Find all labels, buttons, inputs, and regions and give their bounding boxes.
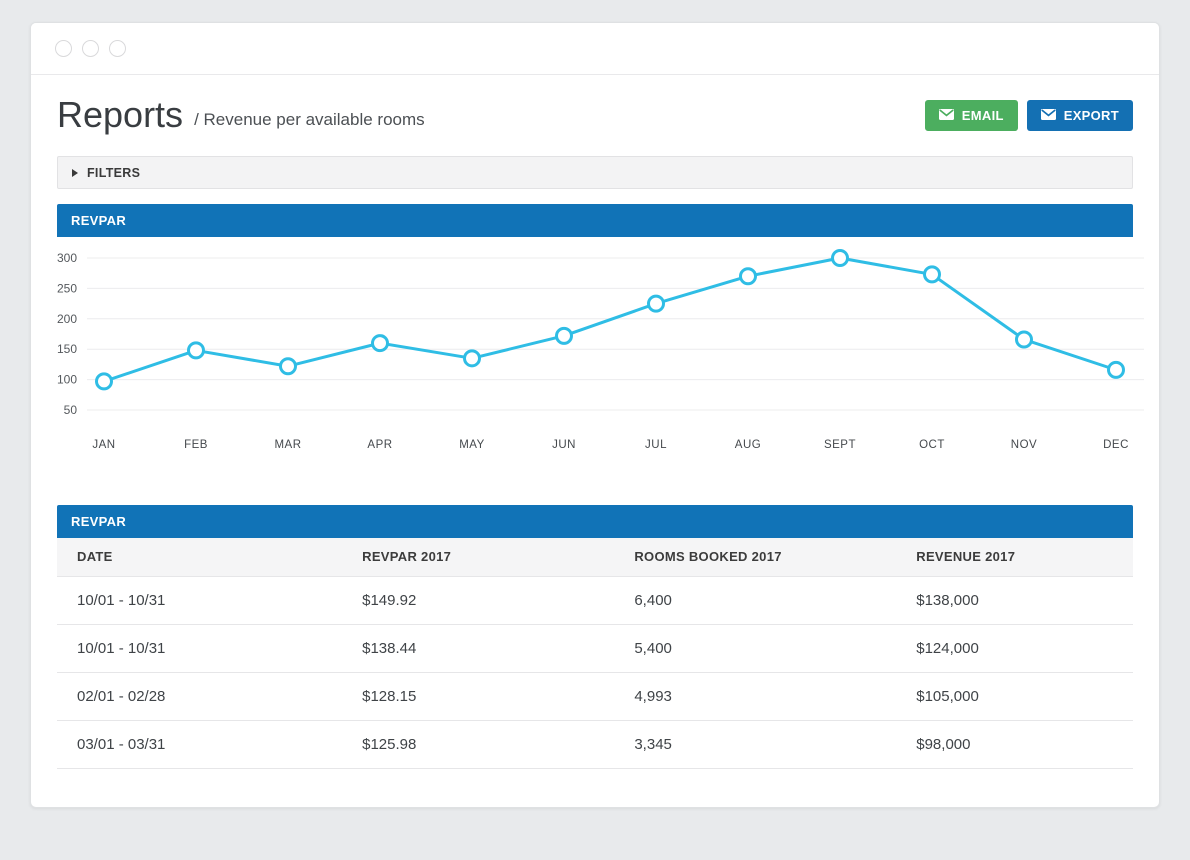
envelope-icon (1041, 108, 1056, 123)
app-window: Reports / Revenue per available rooms EM… (30, 22, 1160, 808)
revpar-line-chart: 300 250 200 150 100 50 JAN FEB MAR APR MAY JUN JUL AU… (57, 244, 1144, 459)
table-cell: $105,000 (896, 672, 1133, 720)
email-button-label: EMAIL (962, 108, 1004, 123)
table-cell: $149.92 (342, 576, 614, 624)
window-control-2[interactable] (82, 40, 99, 57)
table-row: 03/01 - 03/31$125.983,345$98,000 (57, 720, 1133, 768)
table-panel-title: REVPAR (71, 514, 126, 529)
table-cell: $138,000 (896, 576, 1133, 624)
column-header-revpar: REVPAR 2017 (342, 538, 614, 576)
page-header: Reports / Revenue per available rooms EM… (57, 75, 1133, 156)
column-header-rooms-booked: ROOMS BOOKED 2017 (614, 538, 896, 576)
window-control-1[interactable] (55, 40, 72, 57)
table-row: 02/01 - 02/28$128.154,993$105,000 (57, 672, 1133, 720)
table-cell: 6,400 (614, 576, 896, 624)
filters-toggle[interactable]: FILTERS (57, 156, 1133, 189)
table-cell: $124,000 (896, 624, 1133, 672)
breadcrumb: / Revenue per available rooms (194, 100, 425, 130)
table-body: 10/01 - 10/31$149.926,400$138,00010/01 -… (57, 576, 1133, 768)
table-row: 10/01 - 10/31$138.445,400$124,000 (57, 624, 1133, 672)
x-tick-label: AUG (735, 439, 761, 451)
filters-label: FILTERS (87, 166, 140, 180)
page-title: Reports (57, 94, 183, 136)
revpar-chart-panel: REVPAR 300 250 200 150 100 50 JAN FEB MAR APR MAY J… (57, 204, 1133, 459)
x-tick-label: DEC (1103, 439, 1129, 451)
data-point (741, 269, 756, 284)
x-tick-label: JUN (552, 439, 576, 451)
table-cell: $128.15 (342, 672, 614, 720)
data-point (97, 374, 112, 389)
table-header-row: DATE REVPAR 2017 ROOMS BOOKED 2017 REVEN… (57, 538, 1133, 576)
window-titlebar (31, 23, 1159, 75)
table-cell: 10/01 - 10/31 (57, 624, 342, 672)
chart-line (104, 258, 1116, 381)
revpar-table: DATE REVPAR 2017 ROOMS BOOKED 2017 REVEN… (57, 538, 1133, 769)
export-button-label: EXPORT (1064, 108, 1119, 123)
export-button[interactable]: EXPORT (1027, 100, 1133, 131)
window-control-3[interactable] (109, 40, 126, 57)
table-cell: 5,400 (614, 624, 896, 672)
email-button[interactable]: EMAIL (925, 100, 1018, 131)
y-tick-label: 50 (64, 403, 78, 417)
data-point (465, 351, 480, 366)
table-cell: $125.98 (342, 720, 614, 768)
x-tick-label: SEPT (824, 439, 856, 451)
table-cell: $98,000 (896, 720, 1133, 768)
table-cell: 10/01 - 10/31 (57, 576, 342, 624)
y-tick-label: 250 (57, 281, 77, 295)
header-buttons: EMAIL EXPORT (925, 100, 1133, 131)
data-point (1109, 362, 1124, 377)
x-tick-label: NOV (1011, 439, 1037, 451)
table-cell: 03/01 - 03/31 (57, 720, 342, 768)
y-tick-label: 100 (57, 373, 77, 387)
chart-panel-title: REVPAR (71, 213, 126, 228)
x-tick-label: FEB (184, 439, 208, 451)
data-point (1017, 332, 1032, 347)
data-point (649, 296, 664, 311)
data-point (833, 251, 848, 266)
column-header-date: DATE (57, 538, 342, 576)
chart-panel-header: REVPAR (57, 204, 1133, 237)
data-point (373, 336, 388, 351)
caret-right-icon (72, 169, 78, 177)
page-content: Reports / Revenue per available rooms EM… (31, 75, 1159, 769)
table-cell: 02/01 - 02/28 (57, 672, 342, 720)
x-tick-label: APR (367, 439, 392, 451)
x-tick-label: MAR (274, 439, 301, 451)
data-point (925, 267, 940, 282)
x-tick-label: MAY (459, 439, 485, 451)
x-tick-label: OCT (919, 439, 945, 451)
table-row: 10/01 - 10/31$149.926,400$138,000 (57, 576, 1133, 624)
table-head: DATE REVPAR 2017 ROOMS BOOKED 2017 REVEN… (57, 538, 1133, 576)
table-cell: $138.44 (342, 624, 614, 672)
data-point (189, 343, 204, 358)
y-tick-label: 200 (57, 312, 77, 326)
table-cell: 3,345 (614, 720, 896, 768)
data-point (281, 359, 296, 374)
envelope-icon (939, 108, 954, 123)
x-tick-label: JUL (645, 439, 667, 451)
column-header-revenue: REVENUE 2017 (896, 538, 1133, 576)
y-tick-label: 300 (57, 251, 77, 265)
x-tick-label: JAN (92, 439, 115, 451)
y-tick-label: 150 (57, 342, 77, 356)
table-cell: 4,993 (614, 672, 896, 720)
chart-area: 300 250 200 150 100 50 JAN FEB MAR APR MAY JUN JUL AU… (57, 237, 1133, 459)
table-panel-header: REVPAR (57, 505, 1133, 538)
revpar-table-panel: REVPAR DATE REVPAR 2017 ROOMS BOOKED 201… (57, 505, 1133, 769)
data-point (557, 328, 572, 343)
